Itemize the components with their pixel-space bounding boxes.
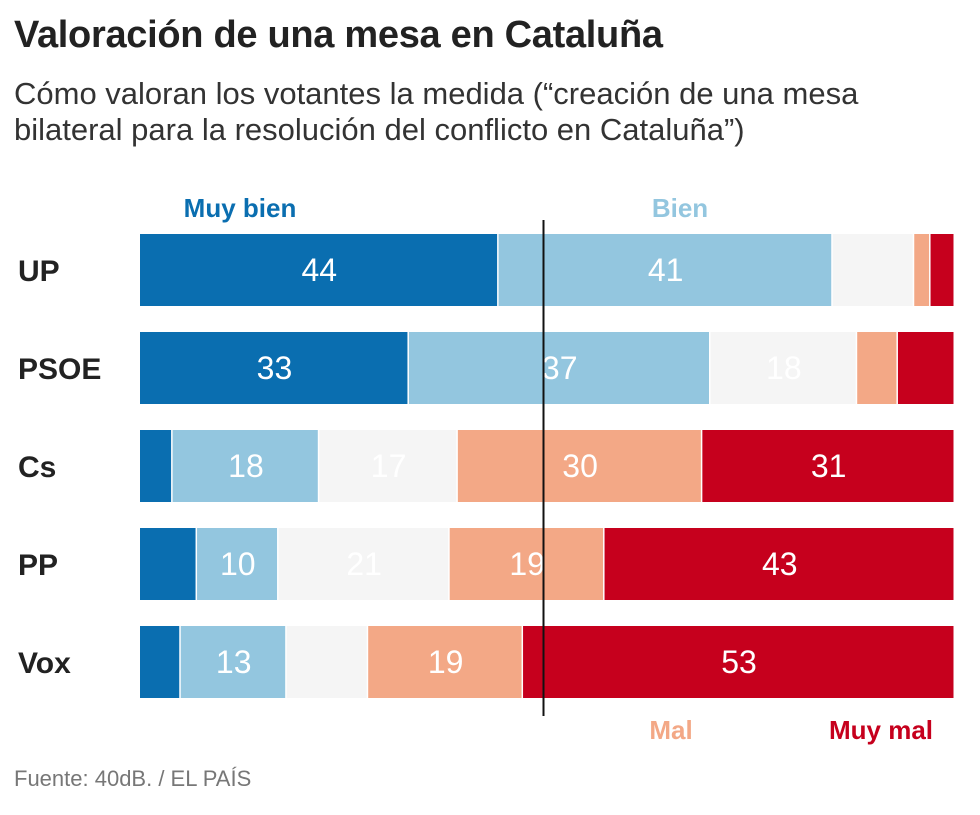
bar-cs-neutral [319,430,457,502]
value-label-vox-muy-mal: 53 [721,644,757,680]
legend-mal: Mal [649,715,692,745]
bar-pp-mal [449,528,604,600]
bar-up-muy-mal [930,234,954,306]
value-label-cs-mal: 30 [562,448,598,484]
value-label-vox-mal: 19 [428,644,464,680]
bar-up-muy-bien [140,234,498,306]
legend-bien: Bien [652,193,708,223]
bar-up-bien [498,234,832,306]
bar-psoe-bien [408,332,709,404]
legend-muy-bien: Muy bien [184,193,297,223]
bar-cs-muy-mal [702,430,954,502]
bar-vox-neutral [286,626,367,698]
row-label-pp: PP [18,549,58,582]
value-label-psoe-muy-bien: 33 [257,350,293,386]
value-label-vox-bien: 13 [216,644,252,680]
value-label-pp-bien: 10 [220,546,256,582]
bar-vox-mal [368,626,522,698]
bar-psoe-muy-mal [897,332,954,404]
chart-title: Valoración de una mesa en Cataluña [14,14,663,56]
value-label-pp-muy-mal: 43 [762,546,798,582]
value-label-psoe-neutral: 18 [766,350,802,386]
bar-psoe-mal [857,332,897,404]
bar-pp-muy-mal [604,528,954,600]
row-label-cs: Cs [18,451,56,484]
value-label-psoe-bien: 37 [542,350,578,386]
bar-cs-bien [172,430,318,502]
value-label-up-muy-bien: 44 [302,252,338,288]
bar-cs-muy-bien [140,430,172,502]
value-label-cs-bien: 18 [228,448,264,484]
value-label-up-bien: 41 [648,252,684,288]
value-label-cs-muy-mal: 31 [811,448,847,484]
value-label-pp-mal: 19 [509,546,545,582]
source-note: Fuente: 40dB. / EL PAÍS [14,766,252,791]
legend-muy-mal: Muy mal [829,715,933,745]
bar-cs-mal [457,430,701,502]
bar-vox-muy-bien [140,626,180,698]
row-label-psoe: PSOE [18,353,101,386]
bar-psoe-neutral [710,332,856,404]
row-label-up: UP [18,255,60,288]
bar-up-neutral [832,234,913,306]
bar-vox-bien [180,626,286,698]
bar-psoe-muy-bien [140,332,408,404]
value-label-pp-neutral: 21 [346,546,382,582]
bar-pp-neutral [278,528,449,600]
bar-vox-muy-mal [523,626,954,698]
value-label-cs-neutral: 17 [371,448,407,484]
bar-pp-muy-bien [140,528,196,600]
row-label-vox: Vox [18,647,71,680]
chart-subtitle: Cómo valoran los votantes la medida (“cr… [14,76,859,147]
bar-up-mal [914,234,930,306]
bar-pp-bien [197,528,278,600]
